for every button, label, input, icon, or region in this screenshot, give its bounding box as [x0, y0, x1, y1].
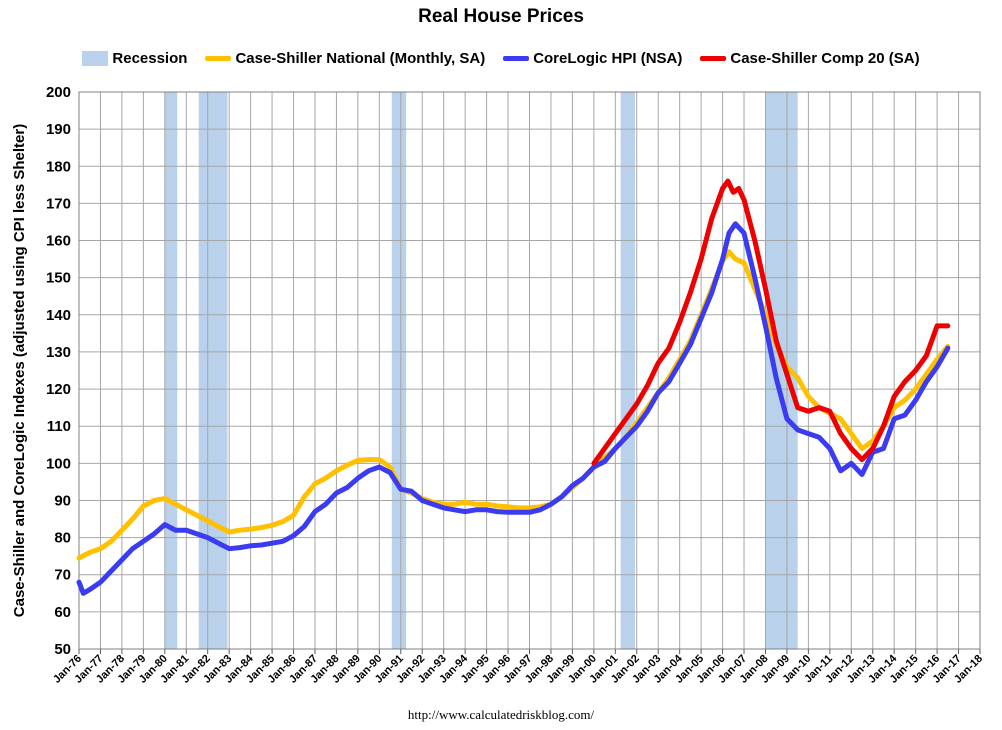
chart-plot: 50 60 70 80 90 100 110 120 130 140 150 160 170 180 190… [11, 84, 985, 686]
legend-label-recession: Recession [112, 49, 188, 67]
series-line [76, 249, 951, 561]
legend-label-corelogic: CoreLogic HPI (NSA) [533, 49, 683, 67]
y-tick-label: 190 [46, 121, 71, 138]
recession-band [164, 92, 178, 649]
y-tick-label: 60 [54, 604, 71, 621]
y-tick-label: 170 [46, 195, 71, 212]
legend-item-case-shiller-national: Case-Shiller National (Monthly, SA) [205, 50, 485, 67]
legend-swatch-case-shiller-comp20 [700, 55, 727, 61]
y-tick-label: 100 [46, 455, 71, 472]
series-line [76, 221, 951, 596]
y-tick-label: 70 [54, 567, 71, 584]
y-tick-label: 80 [54, 530, 71, 547]
chart-title: Real House Prices [418, 6, 584, 27]
recession-band [198, 92, 228, 649]
legend-label-case-shiller-comp20: Case-Shiller Comp 20 (SA) [730, 49, 920, 67]
y-tick-label: 90 [54, 492, 71, 509]
plot-border [78, 91, 981, 650]
legend-swatch-recession [82, 50, 109, 66]
legend-swatch-corelogic [503, 55, 530, 61]
y-tick-label: 160 [46, 233, 71, 250]
recession-band [391, 92, 407, 649]
legend-item-case-shiller-comp20: Case-Shiller Comp 20 (SA) [700, 49, 920, 67]
series-line [591, 178, 951, 466]
source-url: http://www.calculatedriskblog.com/ [407, 707, 595, 722]
y-tick-label: 130 [46, 344, 71, 361]
y-tick-label: 110 [47, 418, 71, 435]
y-tick-label: 120 [46, 381, 71, 398]
legend-swatch-case-shiller-national [205, 55, 232, 61]
y-tick-label: 180 [46, 158, 71, 175]
y-tick-label: 140 [46, 307, 71, 324]
legend: Recession Case-Shiller National (Monthly… [0, 47, 1002, 69]
legend-item-recession: Recession [82, 50, 187, 67]
legend-item-corelogic: CoreLogic HPI (NSA) [503, 50, 682, 67]
y-tick-label: 200 [46, 84, 71, 101]
recession-band [620, 92, 636, 649]
y-tick-label: 150 [46, 270, 71, 287]
y-tick-label: 50 [54, 641, 71, 658]
y-axis-title: Case-Shiller and CoreLogic Indexes (adju… [11, 124, 28, 617]
legend-label-case-shiller-national: Case-Shiller National (Monthly, SA) [235, 49, 486, 67]
